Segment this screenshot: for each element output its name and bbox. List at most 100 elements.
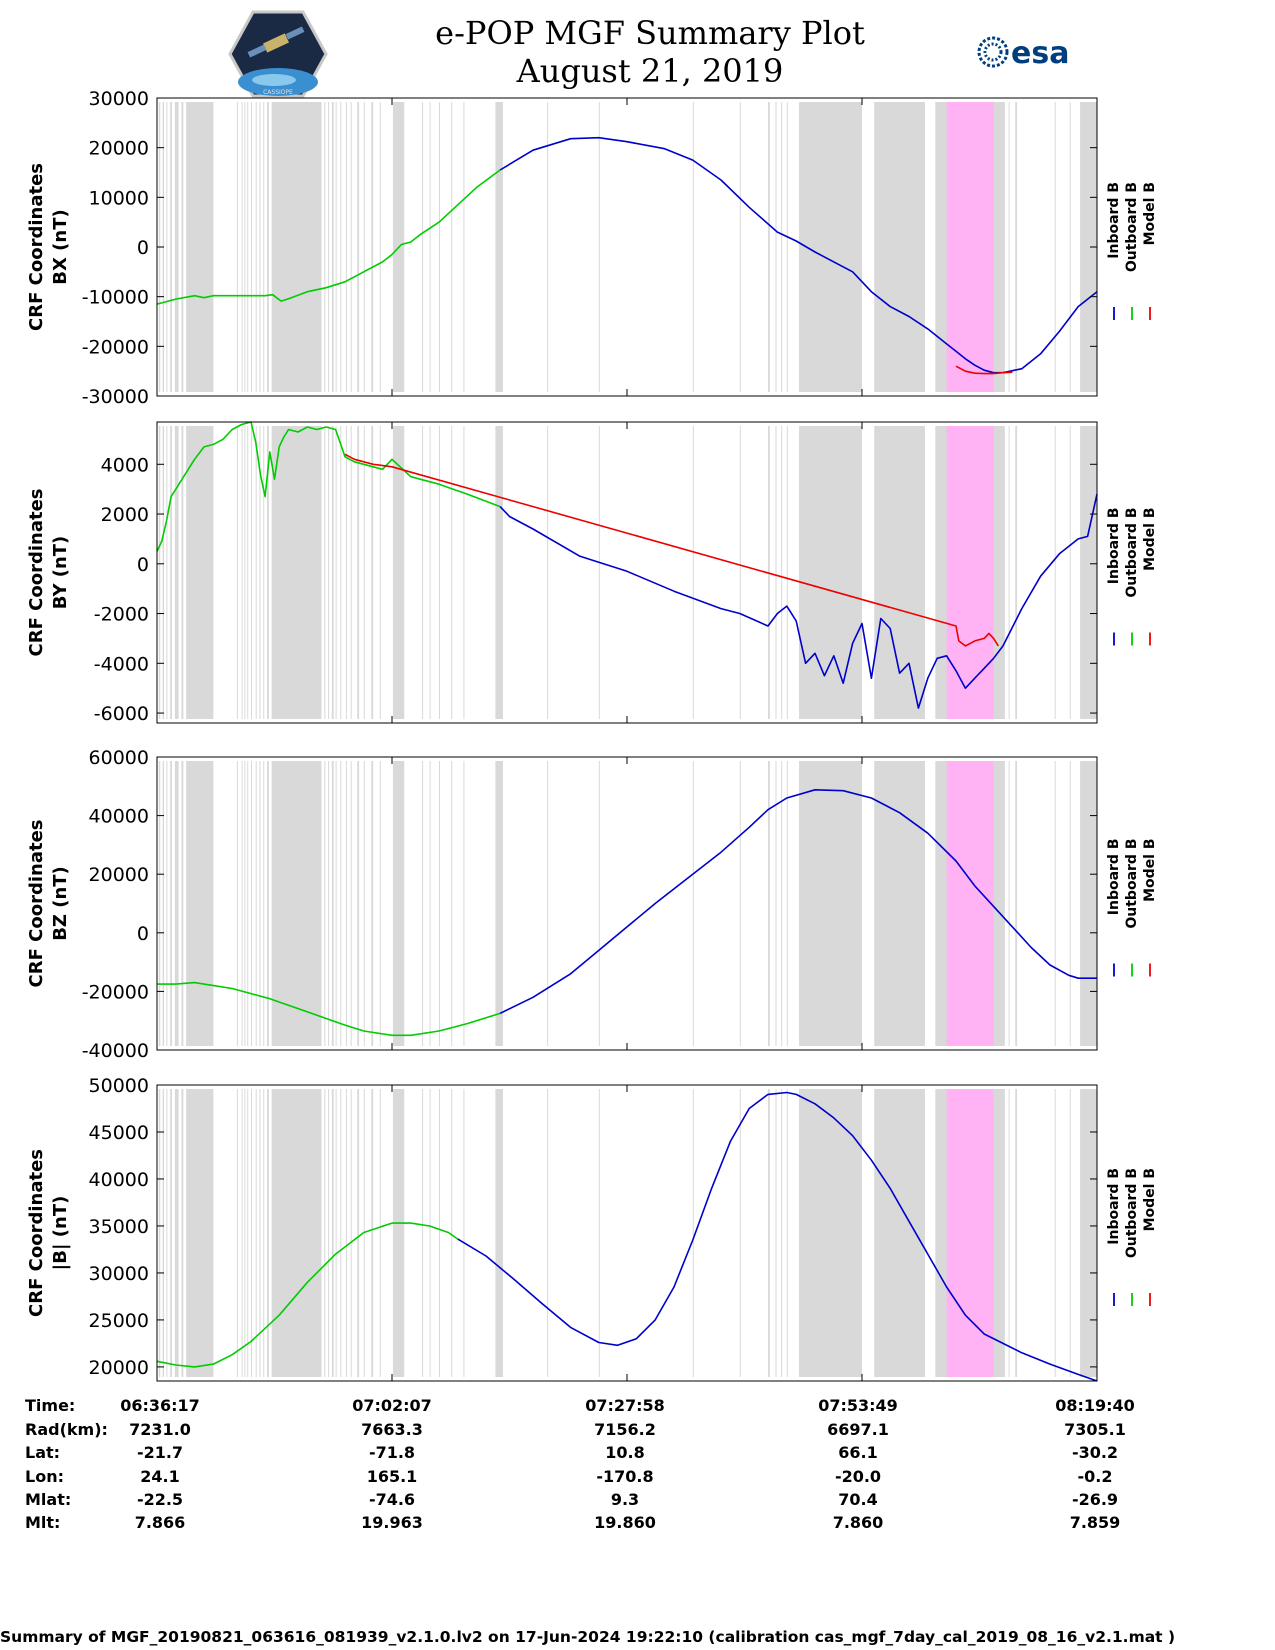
mlat-value: -74.6 [368,1490,416,1509]
data-gap-band [739,761,741,1046]
data-gap-band [247,761,249,1046]
y-tick-label: 60000 [89,747,149,769]
data-gap-band [1008,1089,1010,1377]
series-line-inboard [457,1091,1098,1382]
data-gap-band [266,426,269,719]
series-line-model [344,453,999,647]
legend-label: Inboard B [1106,1168,1122,1245]
y-tick-label: 2000 [101,504,149,526]
data-gap-band [429,102,431,392]
data-gap-band [247,426,249,719]
y-axis-label: BZ (nT) [50,866,71,941]
data-gap-band [786,426,788,719]
data-gap-band [371,102,374,392]
data-gap-band [439,1089,440,1377]
data-gap-band [328,1089,330,1377]
data-gap-band [379,426,381,719]
data-gap-band [158,761,161,1046]
data-gap-band [263,426,265,719]
data-gap-band [1069,102,1071,392]
data-gap-band [266,761,269,1046]
data-gap-band [340,1089,342,1377]
data-gap-band [768,761,770,1046]
highlight-band [946,761,994,1046]
series-line-outboard [156,1222,459,1368]
time-value: 07:53:49 [818,1396,898,1415]
footer-summary: Summary of MGF_20190821_063616_081939_v2… [0,1628,1176,1646]
plot-date: August 21, 2019 [516,52,784,90]
data-gap-band [170,761,173,1046]
esa-logo-text: esa [1011,36,1069,71]
data-gap-band [1054,426,1056,719]
rad-value: 7231.0 [129,1420,191,1439]
mlt-value: 7.860 [832,1513,884,1532]
data-gap-band [241,426,243,719]
data-gap-band [598,1089,600,1377]
data-gap-band [328,761,330,1046]
time-value: 06:36:17 [120,1396,200,1415]
data-gap-band [241,102,243,392]
legend-label: Outboard B [1124,839,1140,929]
data-gap-band [463,761,465,1046]
mlat-value: 9.3 [610,1490,640,1509]
data-gap-band [324,1089,326,1377]
data-gap-band [692,102,694,392]
mlat-value: -26.9 [1071,1490,1119,1509]
y-tick-label: 25000 [89,1310,149,1332]
data-gap-band [799,761,862,1046]
data-gap-band [271,1089,322,1377]
data-gap-band [324,761,326,1046]
data-gap-band [495,1089,503,1377]
data-gap-band [781,1089,783,1377]
data-gap-band [271,426,322,719]
row-label-mlat: Mlat: [25,1490,72,1509]
lon-value: 24.1 [140,1467,180,1486]
data-gap-band [1080,1089,1097,1377]
data-gap-band [186,761,214,1046]
legend-label: Model B [1142,508,1158,571]
y-tick-label: -4000 [94,653,149,675]
data-gap-band [768,102,770,392]
data-gap-band [263,761,265,1046]
data-gap-band [335,426,337,719]
data-gap-band [379,102,381,392]
y-tick-label: 50000 [89,1075,149,1097]
data-gap-band [422,1089,424,1377]
data-gap-band [263,102,265,392]
data-gap-band [1080,426,1097,719]
data-gap-band [244,761,246,1046]
data-gap-band [874,426,925,719]
data-gap-band [181,1089,184,1377]
data-gap-band [247,102,249,392]
data-gap-band [241,761,243,1046]
data-gap-band [158,426,161,719]
lat-value: -30.2 [1071,1443,1119,1462]
data-gap-band [874,1089,925,1377]
series-line-inboard [499,136,1098,374]
y-axis-label: |B| (nT) [50,1196,71,1271]
data-gap-band [371,1089,374,1377]
data-gap-band [350,761,352,1046]
data-gap-band [174,761,179,1046]
lon-value: 165.1 [366,1467,418,1486]
y-axis-label: CRF Coordinates [26,489,47,657]
y-tick-label: 0 [137,923,149,945]
series-line-inboard [499,788,1097,1015]
data-gap-band [247,1089,249,1377]
data-gap-band [799,102,862,392]
y-tick-label: -40000 [82,1040,149,1062]
data-gap-band [598,102,600,392]
data-gap-band [1054,102,1056,392]
data-gap-band [598,426,600,719]
y-tick-label: 30000 [89,1263,149,1285]
data-gap-band [244,1089,246,1377]
series-line-model [955,365,1013,375]
data-gap-band [392,761,405,1046]
data-gap-band [181,761,184,1046]
y-tick-label: 0 [137,554,149,576]
data-gap-band [429,761,431,1046]
data-gap-band [350,102,352,392]
series-line-outboard [156,169,501,305]
data-gap-band [259,761,261,1046]
y-tick-label: -6000 [94,703,149,725]
